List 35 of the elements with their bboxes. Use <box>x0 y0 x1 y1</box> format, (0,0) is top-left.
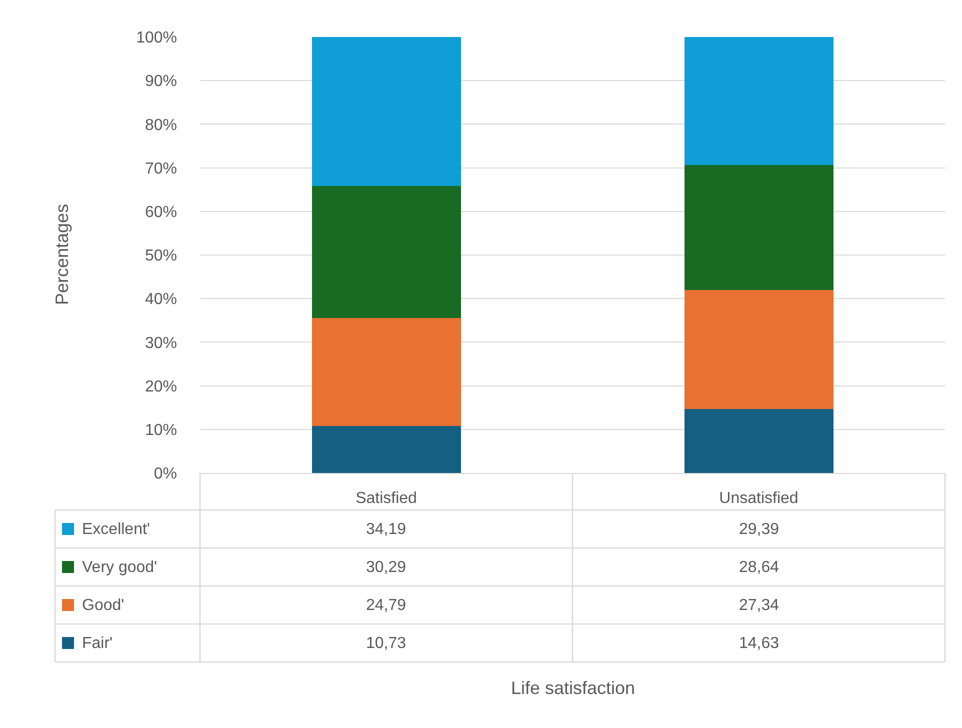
y-tick-label: 60% <box>144 204 177 221</box>
data-label: 30,29 <box>366 559 406 576</box>
y-tick-label: 100% <box>136 30 177 47</box>
data-label: 24,79 <box>366 597 406 614</box>
bar <box>312 186 461 318</box>
data-label: 14,63 <box>739 635 780 652</box>
data-label: 34,19 <box>366 521 406 538</box>
legend-label: Fair' <box>82 635 113 652</box>
bar <box>684 37 834 166</box>
y-tick-label: 30% <box>144 334 177 352</box>
text: Life satisfaction <box>511 678 636 698</box>
y-tick-label: 90% <box>144 73 177 90</box>
bar <box>684 290 834 410</box>
bar <box>312 426 461 473</box>
y-tick-label: 50% <box>144 248 177 265</box>
bar <box>684 165 834 290</box>
y-tick-label: 80% <box>144 116 177 134</box>
y-axis-title: Percentages <box>52 204 72 305</box>
bar <box>312 37 461 186</box>
x-tick-label: Unsatisfied <box>719 490 798 508</box>
y-tick-label: 40% <box>144 291 177 308</box>
bar <box>684 409 834 473</box>
x-tick-label: Satisfied <box>356 490 417 508</box>
y-tick-label: 70% <box>144 160 177 178</box>
legend-label: Good' <box>82 597 124 614</box>
data-label: 28,64 <box>739 559 780 576</box>
bar <box>312 318 461 426</box>
data-label: 10,73 <box>366 635 406 652</box>
legend-label: Excellent' <box>82 521 150 538</box>
data-label: 27,34 <box>739 597 780 614</box>
legend-label: Very good' <box>82 559 158 576</box>
y-tick-label: 20% <box>144 378 177 396</box>
y-tick-label: 10% <box>144 422 177 439</box>
data-label: 29,39 <box>739 521 780 538</box>
y-tick-label: 0% <box>154 466 177 483</box>
